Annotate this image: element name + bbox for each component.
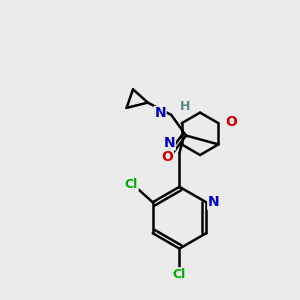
Text: Cl: Cl bbox=[125, 178, 138, 191]
Text: N: N bbox=[164, 136, 175, 150]
Text: O: O bbox=[161, 150, 173, 164]
Text: O: O bbox=[225, 115, 237, 129]
Text: Cl: Cl bbox=[173, 268, 186, 281]
Text: H: H bbox=[179, 100, 190, 113]
Text: N: N bbox=[208, 195, 219, 209]
Text: N: N bbox=[154, 106, 166, 121]
